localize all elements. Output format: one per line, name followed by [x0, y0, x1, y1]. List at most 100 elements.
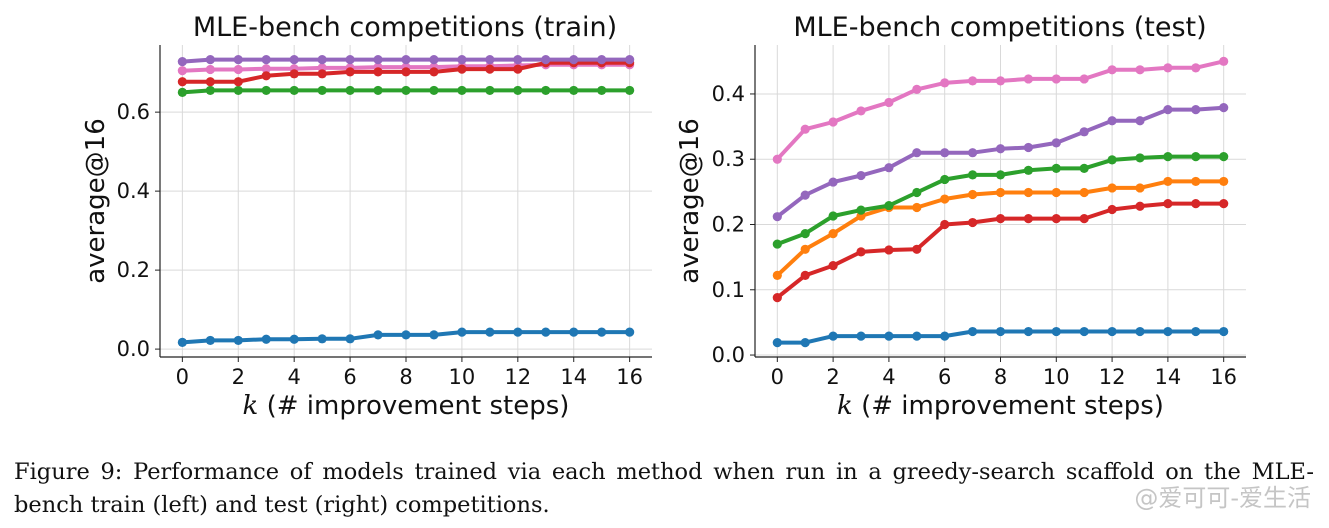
data-point [1023, 165, 1033, 175]
x-tick-label: 4 [882, 365, 895, 389]
data-point [1023, 187, 1033, 198]
data-point [884, 200, 894, 211]
data-point [800, 270, 810, 281]
data-point [317, 55, 327, 65]
x-tick-label: 6 [938, 365, 951, 389]
data-point [1079, 163, 1089, 173]
data-point [1219, 199, 1229, 209]
data-point [1135, 326, 1145, 337]
x-axis-label-variable: k [243, 391, 259, 421]
data-point [828, 229, 838, 239]
x-axis-label: k (# improvement steps) [837, 391, 1164, 421]
data-point [345, 55, 355, 65]
data-point [1135, 153, 1145, 163]
data-point [1051, 326, 1061, 337]
data-point [1135, 116, 1145, 126]
y-tick-label: 0.4 [117, 179, 150, 203]
data-point [912, 187, 922, 198]
y-tick-label: 0.0 [712, 343, 745, 367]
series-1 [772, 199, 1229, 303]
series-0 [772, 326, 1229, 348]
data-point [800, 338, 810, 348]
data-point [995, 187, 1006, 198]
data-point [541, 327, 551, 337]
data-point [401, 55, 411, 65]
data-point [940, 174, 950, 185]
data-point [856, 247, 866, 257]
data-point [317, 85, 327, 96]
data-point [177, 77, 187, 87]
data-point [772, 270, 782, 281]
data-point [373, 55, 383, 65]
data-point [1079, 326, 1089, 337]
data-point [289, 85, 299, 96]
data-point [429, 55, 439, 65]
data-point [1107, 65, 1117, 75]
data-point [884, 163, 894, 173]
data-point [995, 170, 1006, 180]
data-point [828, 211, 838, 221]
data-point [828, 261, 838, 271]
data-point [625, 85, 635, 96]
data-point [233, 85, 243, 96]
data-point [995, 326, 1006, 337]
data-point [597, 85, 607, 96]
data-point [1079, 74, 1089, 84]
data-point [800, 244, 810, 254]
data-point [1219, 326, 1229, 337]
data-point [513, 85, 523, 96]
data-point [1135, 183, 1145, 193]
data-point [995, 76, 1006, 86]
x-tick-label: 14 [1155, 365, 1182, 389]
data-point [772, 154, 782, 164]
data-point [1191, 63, 1201, 73]
data-point [457, 85, 467, 96]
data-point [1107, 326, 1117, 337]
series-5 [772, 56, 1229, 164]
data-point [800, 190, 810, 200]
data-point [401, 85, 411, 96]
data-point [457, 64, 467, 74]
data-point [205, 335, 215, 346]
x-tick-label: 2 [232, 365, 245, 389]
data-point [884, 97, 894, 108]
data-point [856, 106, 866, 116]
chart-train: 0 2 4 6 8 10 12 14 16 0.0 0.2 0.4 0.6 MLE-bench compe… [81, 12, 652, 421]
y-tick-label: 0.2 [117, 258, 150, 282]
data-point [856, 205, 866, 215]
data-point [541, 85, 551, 96]
y-tick-label: 0.1 [712, 278, 745, 302]
chart-test: 0 2 4 6 8 10 12 14 16 0.0 0.1 0.2 0.3 0.4 MLE-bench co… [675, 12, 1246, 421]
data-point [457, 55, 467, 65]
data-point [233, 77, 243, 87]
data-point [401, 330, 411, 340]
data-point [800, 229, 810, 239]
data-point [1191, 199, 1201, 209]
data-point [429, 330, 439, 340]
data-point [569, 327, 579, 337]
data-point [940, 194, 950, 204]
data-point [912, 244, 922, 254]
data-point [772, 338, 782, 348]
data-point [1107, 204, 1117, 215]
data-point [884, 245, 894, 255]
data-point [289, 69, 299, 79]
data-point [317, 334, 327, 344]
x-tick-label: 0 [176, 365, 189, 389]
chart-title: MLE-bench competitions (test) [793, 12, 1206, 43]
data-point [772, 239, 782, 249]
series-3 [772, 152, 1229, 249]
data-point [1163, 326, 1173, 337]
data-point [177, 87, 187, 97]
data-point [1051, 187, 1061, 198]
series-0 [177, 327, 635, 347]
series-1 [177, 85, 635, 97]
data-point [261, 334, 271, 344]
data-point [569, 85, 579, 96]
data-point [261, 55, 271, 65]
data-point [513, 327, 523, 337]
data-point [513, 55, 523, 65]
data-point [968, 326, 978, 337]
data-point [1191, 105, 1201, 115]
x-tick-label: 6 [343, 365, 356, 389]
